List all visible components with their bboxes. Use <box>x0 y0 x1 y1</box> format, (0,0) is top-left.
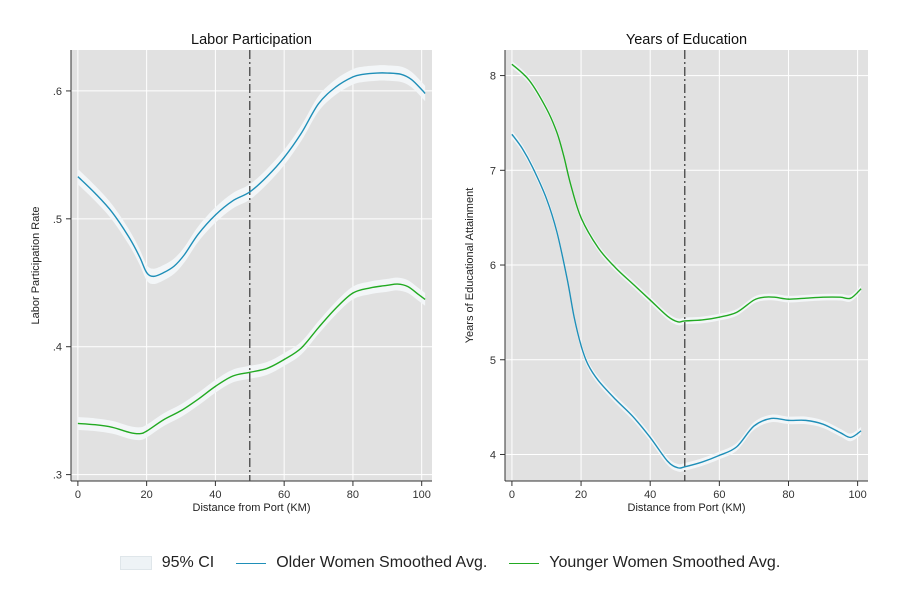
x-tick-label: 40 <box>644 489 656 501</box>
legend-younger-label: Younger Women Smoothed Avg. <box>549 554 781 571</box>
y-tick-label: 7 <box>490 165 496 177</box>
series-line-older <box>77 72 426 278</box>
chart-panel-1: 0 20 40 60 80 100 .3 .4 .5 .6 Labor Participation D… <box>30 32 432 514</box>
x-tick-label: 60 <box>278 489 290 501</box>
chart-legend: 95% CI Older Women Smoothed Avg. Younger… <box>0 548 900 578</box>
x-tick-label: 80 <box>347 489 359 501</box>
x-tick-label: 20 <box>141 489 153 501</box>
y-tick-label: .6 <box>53 86 62 98</box>
x-axis-label: Distance from Port (KM) <box>193 502 311 514</box>
legend-item-younger: Younger Women Smoothed Avg. <box>509 554 780 572</box>
x-axis-label: Distance from Port (KM) <box>628 502 746 514</box>
chart-panel-2: 0 20 40 60 80 100 4 5 6 7 8 Years of Education Dista… <box>464 32 868 514</box>
x-tick-label: 100 <box>848 489 866 501</box>
series-line-older <box>511 133 862 469</box>
x-tick-label: 0 <box>75 489 81 501</box>
chart-title: Years of Education <box>626 32 747 48</box>
y-tick-label: .5 <box>53 214 62 226</box>
ci-band-younger <box>77 277 426 441</box>
x-tick-label: 40 <box>209 489 221 501</box>
plot-area <box>71 50 432 481</box>
legend-ci-swatch <box>119 556 152 570</box>
legend-older-label: Older Women Smoothed Avg. <box>276 554 488 571</box>
y-tick-label: 4 <box>490 449 496 461</box>
legend-item-ci: 95% CI <box>119 554 215 572</box>
legend-younger-swatch <box>509 562 540 564</box>
y-axis-label: Years of Educational Attainment <box>464 188 476 344</box>
ci-band-younger <box>511 60 862 326</box>
legend-item-older: Older Women Smoothed Avg. <box>236 554 487 572</box>
y-tick-label: 8 <box>490 71 496 83</box>
series-line-younger <box>511 63 862 323</box>
y-tick-label: .3 <box>53 470 62 482</box>
legend-older-swatch <box>236 562 267 564</box>
y-tick-label: 6 <box>490 260 496 272</box>
x-tick-label: 0 <box>509 489 515 501</box>
y-tick-label: 5 <box>490 355 496 367</box>
legend-ci-label: 95% CI <box>161 554 215 571</box>
series-line-younger <box>77 283 426 435</box>
x-tick-label: 80 <box>782 489 794 501</box>
y-tick-label: .4 <box>53 342 62 354</box>
y-axis-label: Labor Participation Rate <box>30 206 42 324</box>
chart-title: Labor Participation <box>191 32 312 48</box>
x-tick-label: 60 <box>713 489 725 501</box>
x-tick-label: 100 <box>413 489 431 501</box>
x-tick-label: 20 <box>575 489 587 501</box>
